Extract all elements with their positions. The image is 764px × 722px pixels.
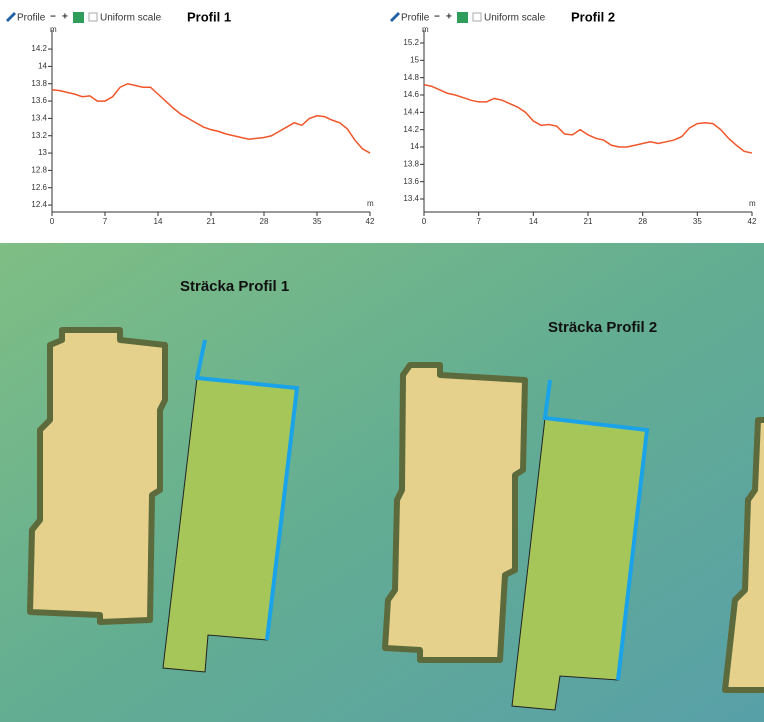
y-tick-label: 13.6 — [403, 177, 419, 186]
x-tick-label: 0 — [422, 217, 427, 226]
building — [27, 327, 168, 625]
y-tick-label: 12.4 — [31, 200, 47, 209]
x-tick-label: 28 — [260, 217, 269, 226]
edit-icon — [390, 12, 400, 22]
profile-line[interactable] — [194, 339, 300, 641]
download-icon[interactable] — [73, 12, 84, 23]
profile-line[interactable] — [542, 379, 650, 681]
toolbar-minus[interactable]: − — [434, 12, 440, 23]
y-tick-label: 15 — [410, 55, 419, 64]
y-tick-label: 13.8 — [403, 159, 419, 168]
map: Sträcka Profil 1 Sträcka Profil 2 — [0, 243, 764, 722]
y-tick-label: 12.8 — [31, 166, 47, 175]
y-tick-label: 14 — [38, 62, 47, 71]
x-tick-label: 42 — [748, 217, 757, 226]
download-icon[interactable] — [457, 12, 468, 23]
toolbar-uniform[interactable]: Uniform scale — [100, 13, 162, 24]
toolbar[interactable]: Profile − + Uniform scale — [6, 12, 162, 24]
x-tick-label: 42 — [366, 217, 375, 226]
building — [382, 362, 528, 663]
building — [722, 417, 764, 693]
profile-line — [51, 82, 371, 154]
x-tick-label: 0 — [50, 217, 55, 226]
chart-title: Profil 1 — [187, 9, 231, 24]
y-tick-label: 14.6 — [403, 90, 419, 99]
y-tick-label: 13.6 — [31, 96, 47, 105]
y-tick-label: 13.2 — [31, 131, 47, 140]
y-tick-label: 15.2 — [403, 38, 419, 47]
x-tick-label: 35 — [313, 217, 322, 226]
x-tick-label: 35 — [693, 217, 702, 226]
y-tick-label: 13.8 — [31, 79, 47, 88]
x-tick-label: 7 — [476, 217, 481, 226]
y-tick-label: 14.2 — [403, 125, 419, 134]
y-tick-label: 12.6 — [31, 183, 47, 192]
x-tick-label: 14 — [529, 217, 538, 226]
toolbar-plus[interactable]: + — [446, 12, 452, 23]
y-tick-label: 13 — [38, 148, 47, 157]
profile-panels: Profile − + Uniform scale Profil 1mm12.412.6… — [6, 9, 757, 226]
toolbar-minus[interactable]: − — [50, 12, 56, 23]
map-features: Sträcka Profil 1 Sträcka Profil 2 — [27, 278, 764, 711]
y-tick-label: 13.4 — [403, 194, 419, 203]
map-label: Sträcka Profil 1 — [180, 278, 289, 295]
toolbar-uniform[interactable]: Uniform scale — [484, 13, 546, 24]
x-tick-label: 21 — [584, 217, 593, 226]
uniform-checkbox[interactable] — [472, 12, 482, 22]
y-axis-label: m — [422, 25, 429, 34]
x-tick-label: 14 — [154, 217, 163, 226]
toolbar[interactable]: Profile − + Uniform scale — [390, 12, 546, 24]
x-tick-label: 7 — [103, 217, 108, 226]
chart-title: Profil 2 — [571, 9, 615, 24]
x-tick-label: 21 — [207, 217, 216, 226]
map-label: Sträcka Profil 2 — [548, 319, 657, 336]
toolbar-plus[interactable]: + — [62, 12, 68, 23]
y-tick-label: 14.4 — [403, 107, 419, 116]
profile-line — [423, 83, 753, 154]
uniform-checkbox[interactable] — [88, 12, 98, 22]
y-tick-label: 14 — [410, 142, 419, 151]
x-tick-label: 28 — [638, 217, 647, 226]
x-axis-label: m — [367, 199, 374, 208]
toolbar-profile[interactable]: Profile — [401, 13, 430, 24]
y-axis-label: m — [50, 25, 57, 34]
edit-icon — [6, 12, 16, 22]
x-axis-label: m — [749, 199, 756, 208]
toolbar-profile[interactable]: Profile — [17, 13, 46, 24]
y-tick-label: 14.8 — [403, 73, 419, 82]
y-tick-label: 13.4 — [31, 114, 47, 123]
y-tick-label: 14.2 — [31, 44, 47, 53]
